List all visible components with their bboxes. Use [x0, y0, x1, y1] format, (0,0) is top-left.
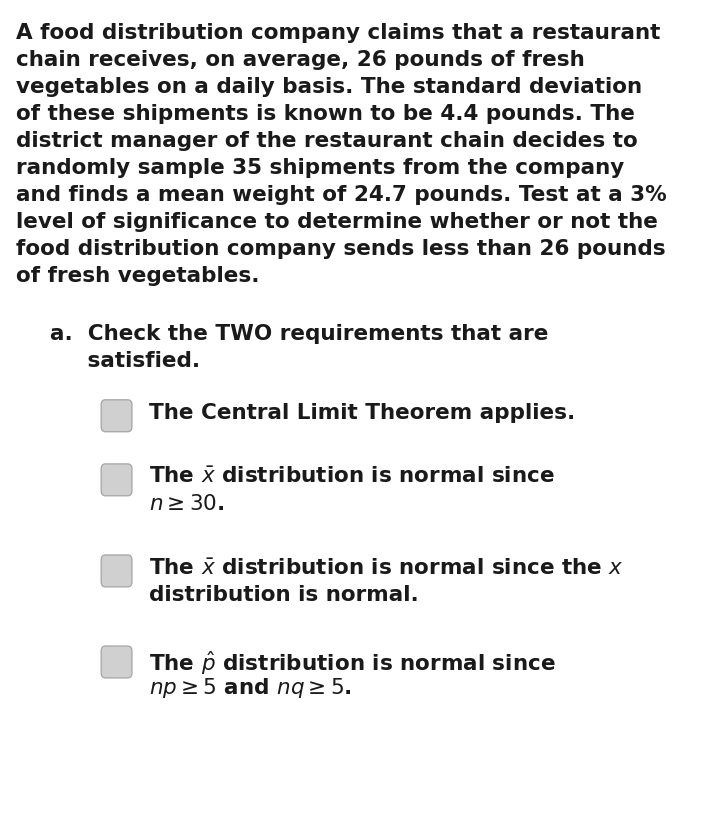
FancyBboxPatch shape	[101, 400, 132, 432]
Text: of fresh vegetables.: of fresh vegetables.	[16, 266, 259, 286]
Text: level of significance to determine whether or not the: level of significance to determine wheth…	[16, 212, 658, 232]
Text: a.  Check the TWO requirements that are: a. Check the TWO requirements that are	[50, 325, 548, 344]
Text: The $\bar{x}$ distribution is normal since: The $\bar{x}$ distribution is normal sin…	[149, 467, 555, 488]
Text: The $\hat{p}$ distribution is normal since: The $\hat{p}$ distribution is normal sin…	[149, 649, 556, 677]
Text: vegetables on a daily basis. The standard deviation: vegetables on a daily basis. The standar…	[16, 77, 642, 97]
FancyBboxPatch shape	[101, 646, 132, 678]
Text: The $\bar{x}$ distribution is normal since the $x$: The $\bar{x}$ distribution is normal sin…	[149, 559, 624, 578]
Text: food distribution company sends less than 26 pounds: food distribution company sends less tha…	[16, 239, 665, 259]
Text: $np \geq 5$ and $nq \geq 5$.: $np \geq 5$ and $nq \geq 5$.	[149, 677, 352, 700]
Text: district manager of the restaurant chain decides to: district manager of the restaurant chain…	[16, 131, 638, 151]
Text: The Central Limit Theorem applies.: The Central Limit Theorem applies.	[149, 403, 576, 423]
Text: satisfied.: satisfied.	[50, 351, 199, 372]
Text: randomly sample 35 shipments from the company: randomly sample 35 shipments from the co…	[16, 158, 625, 178]
FancyBboxPatch shape	[101, 555, 132, 587]
Text: distribution is normal.: distribution is normal.	[149, 585, 419, 606]
Text: A food distribution company claims that a restaurant: A food distribution company claims that …	[16, 23, 660, 43]
Text: chain receives, on average, 26 pounds of fresh: chain receives, on average, 26 pounds of…	[16, 50, 585, 70]
Text: $n \geq 30$.: $n \geq 30$.	[149, 494, 225, 514]
FancyBboxPatch shape	[101, 464, 132, 496]
Text: of these shipments is known to be 4.4 pounds. The: of these shipments is known to be 4.4 po…	[16, 104, 635, 124]
Text: and finds a mean weight of 24.7 pounds. Test at a 3%: and finds a mean weight of 24.7 pounds. …	[16, 185, 667, 205]
